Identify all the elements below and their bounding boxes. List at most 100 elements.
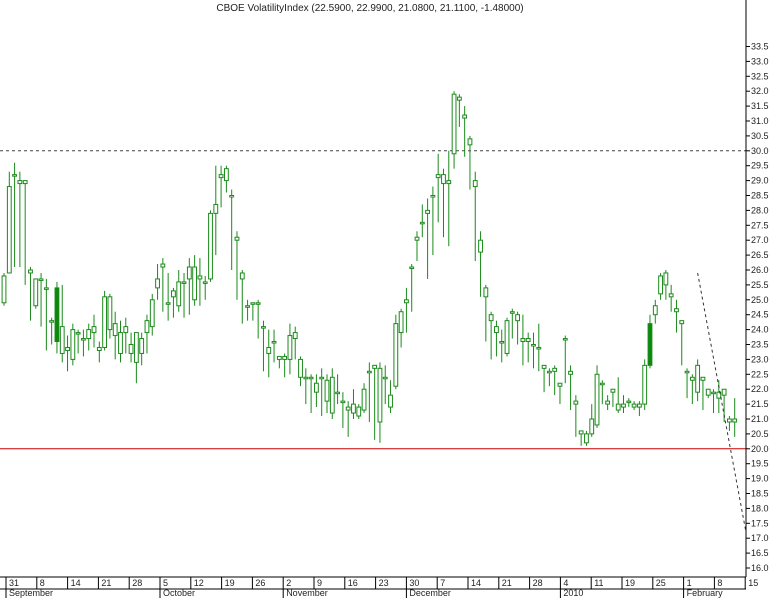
candle-body-up — [425, 209, 431, 214]
candle — [118, 320, 123, 363]
candle — [610, 388, 616, 408]
y-tick-label: 24.5 — [751, 310, 769, 320]
candle — [509, 308, 515, 339]
candle — [388, 380, 393, 414]
candle-body-up — [430, 195, 436, 198]
candle-body-up — [366, 370, 372, 374]
y-tick-label: 26.0 — [751, 265, 769, 275]
candle — [689, 374, 695, 405]
candle — [86, 323, 92, 351]
month-label: 2010 — [563, 588, 583, 598]
x-tick-label: 15 — [748, 578, 758, 588]
candle — [54, 281, 60, 354]
candle-body-up — [658, 275, 663, 295]
y-tick-label: 29.5 — [751, 161, 769, 171]
candle — [668, 284, 674, 312]
candle-body-up — [589, 418, 595, 435]
candle-body-up — [689, 376, 695, 381]
candle-body-up — [197, 275, 203, 280]
candle-body-up — [716, 391, 722, 399]
candle-body-up — [599, 382, 605, 386]
candle-body-up — [520, 338, 526, 343]
candle — [366, 362, 372, 422]
reference-lines — [0, 150, 746, 450]
candle — [621, 395, 626, 414]
candle-body-up — [721, 388, 727, 396]
candle — [435, 153, 441, 223]
candle-body-up — [568, 370, 573, 375]
candle — [75, 329, 81, 354]
y-tick-label: 21.0 — [751, 414, 769, 424]
candle-body-up — [356, 406, 362, 417]
candle-body-up — [335, 391, 340, 395]
candle — [223, 165, 229, 193]
candle-body-up — [446, 180, 452, 185]
candle-body-up — [636, 403, 642, 408]
candle — [605, 395, 611, 411]
candle — [674, 299, 679, 333]
candle — [536, 323, 542, 372]
candle — [208, 210, 213, 282]
candle-body-up — [684, 370, 690, 374]
candle — [239, 270, 245, 324]
candle-body-up — [621, 403, 626, 408]
candle — [181, 272, 187, 318]
candle-body-up — [393, 323, 399, 387]
candle-body-up — [33, 278, 39, 307]
candle-body-up — [28, 269, 33, 274]
candle-body-up — [705, 388, 711, 396]
x-tick-label: 7 — [440, 578, 445, 588]
x-tick-label: 30 — [409, 578, 419, 588]
candle — [398, 308, 404, 348]
candle — [700, 376, 706, 411]
candle-body-up — [75, 332, 81, 335]
candle — [658, 272, 663, 300]
y-tick-label: 17.5 — [751, 518, 769, 528]
y-tick-label: 18.0 — [751, 503, 769, 513]
candle-body-up — [340, 400, 346, 404]
y-tick-label: 33.0 — [751, 56, 769, 66]
candle — [615, 377, 621, 414]
candle — [568, 365, 573, 411]
y-tick-label: 32.0 — [751, 86, 769, 96]
candle — [393, 314, 399, 390]
candle-body-up — [441, 174, 446, 185]
candle — [192, 255, 198, 306]
candle-body-up — [398, 311, 404, 334]
candle — [409, 264, 415, 312]
candle — [573, 395, 579, 437]
candle-body-up — [324, 379, 330, 402]
candle — [631, 401, 637, 411]
candle — [176, 270, 182, 312]
candle — [160, 258, 166, 312]
candle-body-up — [128, 344, 134, 354]
candle — [149, 293, 155, 336]
candle — [419, 204, 425, 238]
candle-body-up — [160, 263, 166, 268]
candle — [478, 231, 483, 297]
candle-body-up — [377, 367, 383, 423]
candle-body-up — [663, 272, 669, 286]
candle-body-up — [22, 180, 28, 185]
candle-body-up — [504, 320, 510, 354]
candle — [695, 359, 701, 402]
candle-body-up — [313, 382, 319, 393]
x-tick-label: 31 — [9, 578, 19, 588]
candle-body-up — [345, 406, 351, 411]
candle — [356, 404, 362, 419]
candle — [679, 320, 685, 366]
candle-body-up — [245, 305, 250, 308]
candle-body-up — [573, 400, 579, 405]
y-tick-label: 23.5 — [751, 340, 769, 350]
candle-body-up — [282, 355, 288, 360]
candle — [12, 162, 17, 268]
candle-body-up — [488, 314, 494, 322]
candle — [594, 365, 600, 428]
candle-body-up — [732, 418, 738, 423]
candle-body-up — [388, 394, 393, 408]
candle-body-up — [515, 314, 521, 322]
candle — [38, 272, 44, 327]
candle — [144, 314, 150, 354]
candle — [467, 135, 473, 190]
month-label: October — [163, 588, 195, 598]
